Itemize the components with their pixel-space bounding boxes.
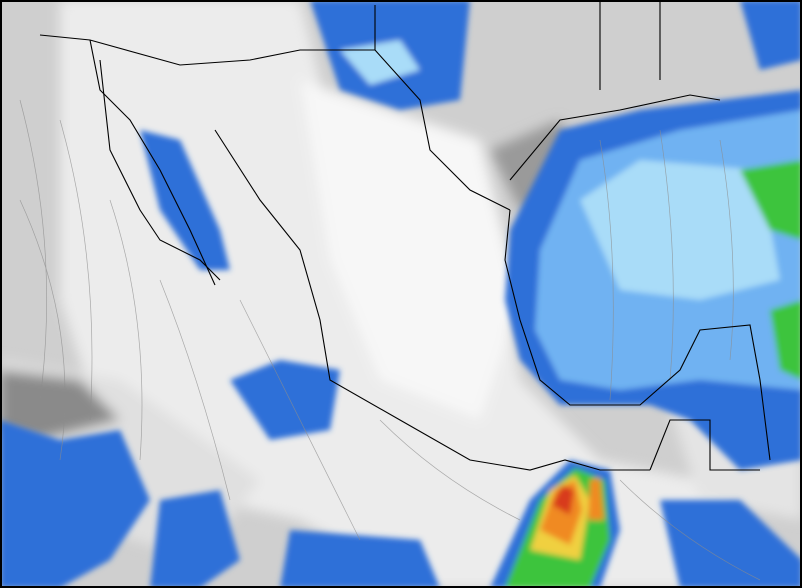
streamlines — [19, 99, 761, 581]
country-and-state-borders — [39, 0, 771, 471]
tehuantepec-wind-jet — [490, 460, 620, 588]
